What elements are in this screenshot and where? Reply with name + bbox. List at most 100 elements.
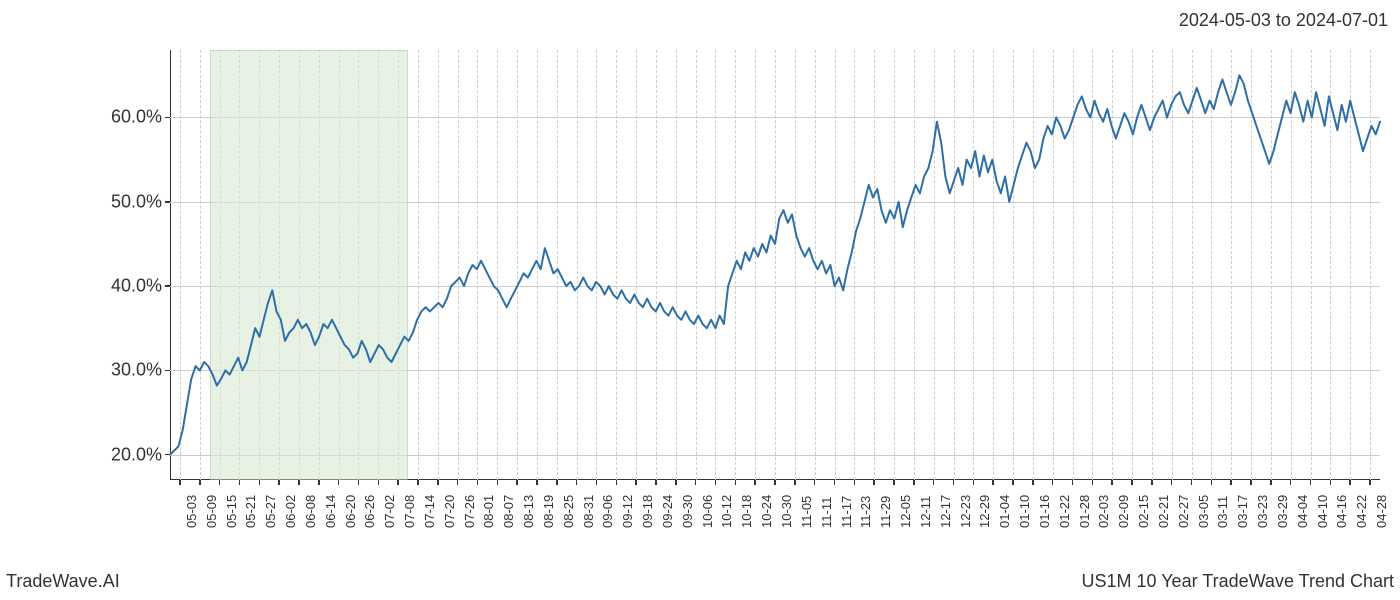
x-tick-mark xyxy=(358,480,360,485)
x-tick-mark xyxy=(1349,480,1351,485)
x-tick-mark xyxy=(318,480,320,485)
x-tick-mark xyxy=(199,480,201,485)
x-tick-mark xyxy=(298,480,300,485)
x-tick-label: 08-13 xyxy=(521,495,536,528)
x-tick-mark xyxy=(814,480,816,485)
x-tick-mark xyxy=(1092,480,1094,485)
x-tick-mark xyxy=(973,480,975,485)
x-tick-label: 10-30 xyxy=(779,495,794,528)
x-tick-label: 12-17 xyxy=(938,495,953,528)
x-tick-label: 07-14 xyxy=(422,495,437,528)
x-tick-mark xyxy=(735,480,737,485)
x-tick-mark xyxy=(1032,480,1034,485)
x-tick-mark xyxy=(794,480,796,485)
x-tick-mark xyxy=(536,480,538,485)
x-tick-mark xyxy=(953,480,955,485)
x-tick-mark xyxy=(397,480,399,485)
x-tick-label: 01-16 xyxy=(1037,495,1052,528)
x-tick-label: 07-20 xyxy=(442,495,457,528)
x-tick-mark xyxy=(278,480,280,485)
x-tick-mark xyxy=(417,480,419,485)
x-tick-label: 12-11 xyxy=(918,496,933,528)
x-tick-label: 09-06 xyxy=(600,495,615,528)
x-tick-label: 11-05 xyxy=(799,496,814,528)
x-tick-mark xyxy=(219,480,221,485)
x-tick-label: 06-14 xyxy=(323,495,338,528)
x-tick-mark xyxy=(1310,480,1312,485)
x-tick-label: 02-15 xyxy=(1136,495,1151,528)
x-tick-label: 11-23 xyxy=(858,496,873,528)
y-tick-label: 20.0% xyxy=(111,444,162,465)
x-tick-label: 03-17 xyxy=(1235,495,1250,528)
x-tick-mark xyxy=(1151,480,1153,485)
x-tick-mark xyxy=(913,480,915,485)
x-tick-mark xyxy=(179,480,181,485)
x-tick-mark xyxy=(1191,480,1193,485)
y-tick-label: 40.0% xyxy=(111,276,162,297)
x-tick-label: 06-02 xyxy=(283,495,298,528)
x-tick-label: 07-02 xyxy=(382,495,397,528)
x-tick-label: 04-04 xyxy=(1295,495,1310,528)
x-tick-label: 09-12 xyxy=(620,495,635,528)
x-tick-label: 02-03 xyxy=(1096,495,1111,528)
x-tick-label: 08-19 xyxy=(541,495,556,528)
x-tick-mark xyxy=(378,480,380,485)
x-tick-label: 03-11 xyxy=(1215,496,1230,528)
x-tick-label: 04-10 xyxy=(1315,495,1330,528)
x-tick-label: 02-21 xyxy=(1156,495,1171,528)
x-tick-mark xyxy=(655,480,657,485)
x-tick-label: 04-28 xyxy=(1374,495,1389,528)
x-tick-label: 11-17 xyxy=(839,496,854,528)
x-tick-mark xyxy=(556,480,558,485)
x-tick-mark xyxy=(497,480,499,485)
x-tick-mark xyxy=(754,480,756,485)
x-tick-label: 10-18 xyxy=(739,495,754,528)
x-tick-mark xyxy=(1211,480,1213,485)
x-tick-label: 12-05 xyxy=(898,495,913,528)
x-tick-label: 04-16 xyxy=(1334,495,1349,528)
x-tick-mark xyxy=(576,480,578,485)
x-tick-mark xyxy=(239,480,241,485)
x-tick-mark xyxy=(635,480,637,485)
x-tick-mark xyxy=(1290,480,1292,485)
x-tick-label: 09-18 xyxy=(640,495,655,528)
x-tick-label: 12-29 xyxy=(977,495,992,528)
x-tick-label: 08-01 xyxy=(481,495,496,528)
x-tick-mark xyxy=(457,480,459,485)
x-tick-label: 07-08 xyxy=(402,495,417,528)
x-tick-mark xyxy=(1330,480,1332,485)
x-tick-label: 01-10 xyxy=(1017,495,1032,528)
x-tick-label: 08-25 xyxy=(561,495,576,528)
x-tick-mark xyxy=(715,480,717,485)
x-tick-label: 04-22 xyxy=(1354,495,1369,528)
x-tick-label: 03-23 xyxy=(1255,495,1270,528)
x-tick-label: 03-05 xyxy=(1196,495,1211,528)
x-tick-label: 06-26 xyxy=(362,495,377,528)
x-tick-mark xyxy=(774,480,776,485)
x-tick-label: 05-27 xyxy=(263,495,278,528)
x-tick-label: 09-30 xyxy=(680,495,695,528)
date-range-label: 2024-05-03 to 2024-07-01 xyxy=(1179,10,1388,31)
trend-line xyxy=(170,50,1380,480)
x-tick-mark xyxy=(1072,480,1074,485)
y-tick-label: 30.0% xyxy=(111,360,162,381)
x-tick-label: 06-08 xyxy=(303,495,318,528)
footer-chart-title: US1M 10 Year TradeWave Trend Chart xyxy=(1082,571,1395,592)
x-tick-mark xyxy=(616,480,618,485)
x-tick-label: 05-03 xyxy=(184,495,199,528)
x-tick-label: 02-09 xyxy=(1116,495,1131,528)
x-tick-label: 05-15 xyxy=(224,495,239,528)
x-tick-label: 07-26 xyxy=(462,495,477,528)
x-tick-label: 01-04 xyxy=(997,495,1012,528)
footer-brand: TradeWave.AI xyxy=(6,571,120,592)
x-tick-label: 06-20 xyxy=(343,495,358,528)
x-tick-mark xyxy=(933,480,935,485)
x-tick-mark xyxy=(516,480,518,485)
x-tick-label: 05-21 xyxy=(243,495,258,528)
x-tick-label: 10-06 xyxy=(700,495,715,528)
x-tick-mark xyxy=(477,480,479,485)
x-tick-label: 11-29 xyxy=(878,496,893,528)
x-tick-mark xyxy=(1012,480,1014,485)
x-tick-mark xyxy=(834,480,836,485)
x-tick-mark xyxy=(675,480,677,485)
